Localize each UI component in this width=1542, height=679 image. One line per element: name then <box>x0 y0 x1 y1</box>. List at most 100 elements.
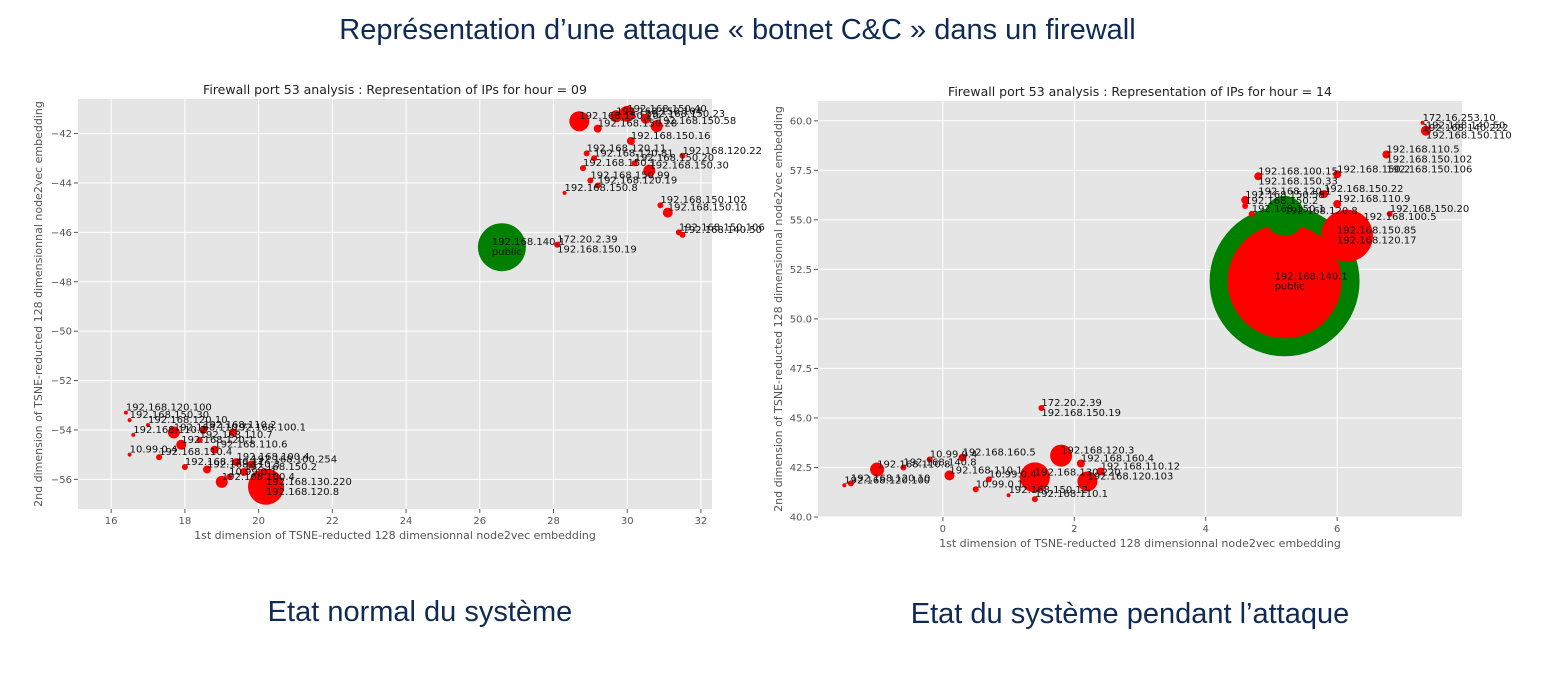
data-point-18 <box>1050 444 1073 467</box>
data-point-19 <box>1076 459 1085 468</box>
y-tick-label-5: 52.5 <box>790 265 812 276</box>
point-label-17: 192.168.150.102 <box>660 195 746 206</box>
data-point-4 <box>1420 120 1425 125</box>
point-label-21: 172.20.2.39 192.168.150.19 <box>557 235 637 256</box>
data-point-5 <box>1420 125 1431 136</box>
chart-title: Firewall port 53 analysis : Representati… <box>203 82 587 97</box>
y-tick-label-3: −50 <box>51 327 72 338</box>
x-tick-label-4: 24 <box>400 516 413 527</box>
data-point-6 <box>650 120 663 133</box>
point-label-15: 192.168.120.19 <box>598 175 678 186</box>
point-label-34: 192.168.100.4 <box>237 452 310 463</box>
point-label-17: 192.168.160.5 <box>963 448 1036 459</box>
point-label-20: 192.168.110.12 <box>1101 461 1181 472</box>
point-label-1: 192.168.140.1 public <box>1275 271 1348 292</box>
y-tick-label-2: 45.0 <box>790 413 812 424</box>
data-point-14 <box>587 177 594 184</box>
point-label-19: 192.168.160.4 <box>1081 454 1154 465</box>
point-label-27: 10.99.0.4 <box>989 469 1037 480</box>
data-point-2 <box>610 110 623 123</box>
y-tick-label-3: 47.5 <box>790 364 812 375</box>
x-tick-label-5: 26 <box>473 516 486 527</box>
x-tick-label-8: 32 <box>695 516 708 527</box>
point-label-18: 192.168.120.3 <box>1061 446 1134 457</box>
point-label-30: 10.99.0.1 <box>976 479 1024 490</box>
data-point-26 <box>842 483 847 488</box>
data-point-4 <box>640 113 651 124</box>
point-label-26: 192.168.120.100 <box>844 475 930 486</box>
slide-title: Représentation d’une attaque « botnet C&… <box>339 14 1136 46</box>
grid-lines <box>818 101 1462 518</box>
data-point-16 <box>562 190 567 195</box>
data-point-30 <box>972 486 979 493</box>
data-point-29 <box>196 436 203 443</box>
data-point-16 <box>1038 405 1045 412</box>
grid-lines <box>78 99 712 509</box>
y-tick-label-8: 60.0 <box>790 116 812 127</box>
data-point-1 <box>569 111 590 132</box>
data-point-6 <box>1382 150 1391 159</box>
point-label-29: 192.168.110.7 <box>200 430 273 441</box>
point-label-4: 192.168.150.23 <box>646 109 726 120</box>
y-tick-label-1: −54 <box>51 425 72 436</box>
data-point-36 <box>181 464 188 471</box>
data-points <box>123 105 686 505</box>
data-point-9 <box>591 155 598 162</box>
data-point-34 <box>232 458 241 467</box>
data-point-26 <box>167 426 180 439</box>
data-point-11 <box>631 160 638 167</box>
point-label-18: 192.168.150.10 <box>668 203 748 214</box>
point-label-0: 192.168.140.1 public <box>492 237 565 258</box>
point-label-6: 192.168.110.5 192.168.150.102 192.168.150.… <box>1386 144 1472 175</box>
data-point-5 <box>593 124 602 133</box>
x-tick-label-1: 18 <box>179 516 192 527</box>
data-point-32 <box>1031 496 1038 503</box>
data-point-1 <box>1227 224 1342 339</box>
data-point-14 <box>1386 210 1393 217</box>
data-point-27 <box>985 476 992 483</box>
y-tick-label-1: 42.5 <box>790 463 812 474</box>
point-label-30: 192.168.120.1 <box>181 435 254 446</box>
point-label-4: 172.16.253.10 192.168.140.222 <box>1423 113 1509 134</box>
x-tick-label-2: 4 <box>1203 524 1209 535</box>
caption-attack-state: Etat du système pendant l’attaque <box>910 598 1350 630</box>
point-label-41: 192.168.130.220 192.168.120.8 <box>266 477 352 498</box>
point-label-12: 192.168.150.2 <box>1245 196 1318 207</box>
y-tick-label-2: −52 <box>51 376 72 387</box>
data-point-22 <box>926 456 933 463</box>
point-label-13: 192.168.150.1 <box>1252 204 1325 215</box>
data-point-25 <box>131 432 136 437</box>
data-point-33 <box>156 454 163 461</box>
point-label-8: 192.168.120.11 <box>587 143 667 154</box>
y-axis-label: 2nd dimension of TSNE-reducted 128 dimen… <box>772 106 785 512</box>
data-point-12 <box>1242 202 1249 209</box>
point-label-37: 192.168.110.3 <box>207 459 280 470</box>
point-label-35: 192.168.100.254 <box>251 455 337 466</box>
point-label-5: 192.168.150.28 <box>598 119 678 130</box>
point-label-38: 192.168.150.2 <box>244 462 317 473</box>
point-label-15: 192.168.100.5 <box>1363 212 1436 223</box>
point-label-22: 10.99.0.4 <box>930 450 978 461</box>
y-tick-label-7: 57.5 <box>790 166 812 177</box>
data-point-8 <box>583 150 590 157</box>
data-point-23 <box>900 464 907 471</box>
point-label-5: 192.168.140.50 192.168.150.110 <box>1426 121 1512 142</box>
point-label-39: 10.99.0.1 <box>229 467 277 478</box>
data-point-39 <box>226 473 233 480</box>
data-point-31 <box>1006 493 1011 498</box>
point-label-10: 192.168.110.9 <box>1337 194 1410 205</box>
point-label-2: 192.168.150.104 <box>616 106 702 117</box>
point-label-3: 192.168.120.8 <box>1285 206 1358 217</box>
point-label-11: 192.168.150.20 <box>635 153 715 164</box>
point-label-23: 192.168.150.30 <box>130 410 210 421</box>
point-label-20: 192.168.140.50 <box>683 225 763 236</box>
point-label-19: 192.168.150.106 <box>679 222 765 233</box>
point-label-31: 192.168.150.12 <box>1009 485 1089 496</box>
point-label-32: 192.168.110.1 <box>1035 489 1108 500</box>
point-label-23: 192.168.140.8 <box>903 457 976 468</box>
data-point-20 <box>1096 467 1105 476</box>
data-point-17 <box>657 202 664 209</box>
data-point-11 <box>1241 196 1250 205</box>
point-label-1: 192.168.150.20 <box>579 111 659 122</box>
point-labels: 192.168.140.1 public 192.168.150.85 192.168… <box>844 113 1511 500</box>
